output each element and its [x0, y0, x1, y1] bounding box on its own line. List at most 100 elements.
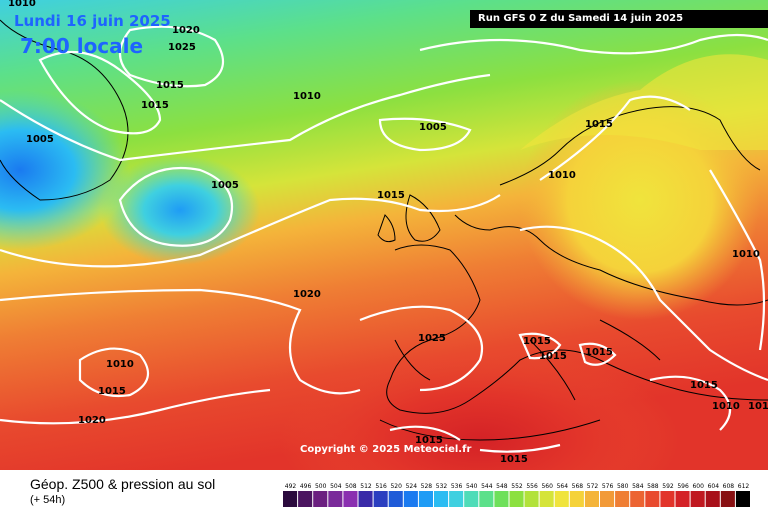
legend-swatch [554, 491, 569, 507]
isobar-label: 1005 [211, 180, 239, 191]
legend-swatch [403, 491, 418, 507]
forecast-time: 7:00 locale [20, 34, 144, 58]
legend-tick-label: 496 [300, 483, 312, 490]
legend-tick-label: 596 [677, 483, 689, 490]
low-pressure-greenland [0, 90, 130, 250]
legend-swatch [615, 491, 630, 507]
isobar-labels: 1010 1020 1025 1015 1015 1005 1010 1005 1005 1015… [8, 0, 768, 465]
legend-tick-label: 564 [557, 483, 569, 490]
map-canvas: 1010 1020 1025 1015 1015 1005 1010 1005 1005 1015… [0, 0, 768, 470]
legend-swatch [388, 491, 403, 507]
copyright-text: Copyright © 2025 Meteociel.fr [300, 444, 472, 455]
legend-swatch [524, 491, 539, 507]
legend-swatch [343, 491, 358, 507]
isobar-label: 1020 [78, 415, 106, 426]
legend-tick-label: 532 [436, 483, 448, 490]
legend-tick-label: 508 [345, 483, 357, 490]
isobar-label: 1015 [690, 380, 718, 391]
legend-tick-label: 544 [481, 483, 493, 490]
legend-swatch [479, 491, 494, 507]
isobar-label: 1015 [523, 336, 551, 347]
isobar-label: 1015 [141, 100, 169, 111]
legend-swatch [584, 491, 599, 507]
isobar-label: 1025 [168, 42, 196, 53]
legend-swatch [434, 491, 449, 507]
isobar-label: 1015 [98, 386, 126, 397]
legend-swatch [660, 491, 675, 507]
legend-tick-label: 556 [526, 483, 538, 490]
legend-swatch [690, 491, 705, 507]
legend-tick-label: 576 [602, 483, 614, 490]
legend-tick-label: 512 [360, 483, 372, 490]
legend-tick-label: 492 [285, 483, 297, 490]
isobar-label: 1020 [293, 289, 321, 300]
legend-tick-label: 600 [692, 483, 704, 490]
legend-tick-label: 536 [451, 483, 463, 490]
legend-swatch [569, 491, 584, 507]
isobar-label: 1010 [748, 401, 768, 412]
isobar-label: 1015 [377, 190, 405, 201]
legend-tick-label: 568 [572, 483, 584, 490]
yellow-band-north [520, 54, 768, 150]
legend-swatch [464, 491, 479, 507]
legend-swatch [298, 491, 313, 507]
color-legend: 492 496 500 504 508 512 516 520 524 528 532 536 540 5… [283, 483, 750, 507]
weather-map: 1010 1020 1025 1015 1015 1005 1010 1005 1005 1015… [0, 0, 768, 470]
isobar-label: 1015 [156, 80, 184, 91]
isobar-label: 1015 [585, 347, 613, 358]
legend-tick-label: 560 [541, 483, 553, 490]
isobar-label: 1015 [539, 351, 567, 362]
isobar-lines [0, 25, 768, 453]
legend-swatch [675, 491, 690, 507]
legend-swatch [373, 491, 388, 507]
run-banner: Run GFS 0 Z du Samedi 14 juin 2025 [470, 10, 768, 28]
legend-tick-label: 528 [421, 483, 433, 490]
legend-tick-label: 612 [738, 483, 750, 490]
isobar-label: 1010 [106, 359, 134, 370]
legend-swatch [494, 491, 509, 507]
legend-swatch [720, 491, 735, 507]
legend-swatch [418, 491, 433, 507]
isobar-label: 1020 [172, 25, 200, 36]
forecast-offset: (+ 54h) [30, 494, 66, 506]
high-sahara [280, 350, 680, 470]
legend-swatch [328, 491, 343, 507]
isobar-label: 1010 [8, 0, 36, 9]
isobar-label: 1010 [712, 401, 740, 412]
isobar-label: 1025 [418, 333, 446, 344]
legend-tick-label: 608 [723, 483, 735, 490]
legend-swatch [705, 491, 720, 507]
legend-tick-label: 592 [662, 483, 674, 490]
forecast-date: Lundi 16 juin 2025 [14, 12, 171, 30]
isobar-label: 1005 [419, 122, 447, 133]
legend-swatch [449, 491, 464, 507]
isobar-label: 1015 [500, 454, 528, 465]
legend-swatch [630, 491, 645, 507]
legend-tick-label: 524 [406, 483, 418, 490]
isobar-label: 1005 [26, 134, 54, 145]
legend-swatch [539, 491, 554, 507]
legend-tick-label: 500 [315, 483, 327, 490]
legend-tick-label: 580 [617, 483, 629, 490]
isobar-label: 1015 [585, 119, 613, 130]
legend-tick-label: 604 [708, 483, 720, 490]
isobar-label: 1010 [293, 91, 321, 102]
legend-tick-label: 584 [632, 483, 644, 490]
legend-tick-label: 548 [496, 483, 508, 490]
legend-swatch [735, 491, 750, 507]
legend-swatch [283, 491, 298, 507]
isobar-label: 1010 [548, 170, 576, 181]
coastlines [0, 19, 768, 441]
isobar-label: 1010 [732, 249, 760, 260]
legend-swatch [358, 491, 373, 507]
chart-title: Géop. Z500 & pression au sol [30, 476, 216, 492]
legend-swatch [509, 491, 524, 507]
legend-tick-label: 552 [511, 483, 523, 490]
legend-tick-label: 520 [390, 483, 402, 490]
legend-tick-label: 572 [587, 483, 599, 490]
legend-swatch [645, 491, 660, 507]
legend-swatch [313, 491, 328, 507]
legend-tick-label: 504 [330, 483, 342, 490]
legend-tick-label: 516 [375, 483, 387, 490]
isobar-label: 1015 [415, 435, 443, 446]
